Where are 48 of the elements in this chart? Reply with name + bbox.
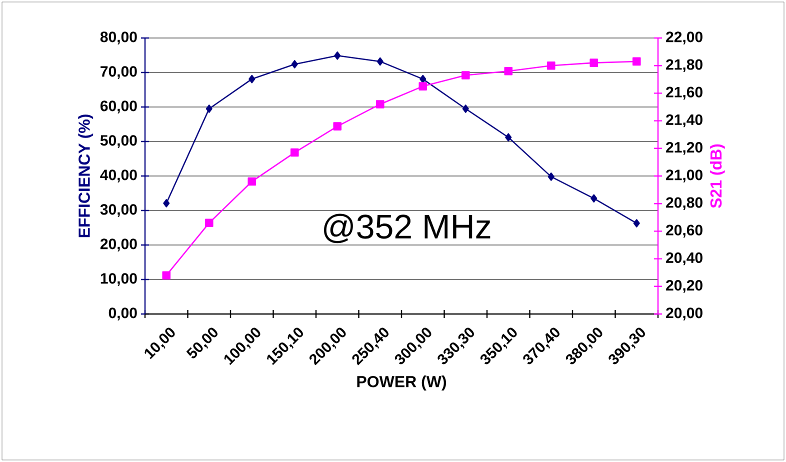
annotation: @352 MHz xyxy=(324,214,490,244)
y-tick-label: 30,00 xyxy=(100,204,137,217)
y2-tick-label: 20,00 xyxy=(666,308,702,320)
point xyxy=(632,57,641,66)
y2-tick-label: 21,60 xyxy=(666,86,702,100)
point xyxy=(548,172,554,181)
y-tick-label: 50,00 xyxy=(100,135,137,148)
point xyxy=(462,104,469,113)
point xyxy=(334,51,341,60)
point xyxy=(546,61,556,70)
point xyxy=(290,148,299,157)
y2-tick-label: 22,00 xyxy=(666,32,702,44)
point xyxy=(590,194,598,203)
y2-tick-label: 21,00 xyxy=(666,170,702,182)
point xyxy=(505,133,512,142)
point xyxy=(333,122,342,130)
y2-tick-label: 20,80 xyxy=(666,197,702,210)
x-axis-title: POWER (W) xyxy=(357,376,446,390)
y2-tick-label: 21,40 xyxy=(666,114,702,128)
point xyxy=(420,74,426,84)
point xyxy=(376,57,384,66)
y-tick-label: 40,00 xyxy=(100,170,137,182)
point xyxy=(376,100,384,108)
point xyxy=(291,60,298,68)
y2-axis-title: S21 (dB) xyxy=(710,144,725,208)
point xyxy=(162,271,171,280)
y2-tick-label: 21,20 xyxy=(666,142,702,155)
point xyxy=(163,199,170,208)
y2-tick-label: 20,60 xyxy=(666,224,702,238)
point xyxy=(633,219,640,228)
y-tick-label: 70,00 xyxy=(100,66,137,79)
point xyxy=(504,66,513,76)
y2-tick-label: 21,80 xyxy=(666,59,702,72)
y-tick-label: 10,00 xyxy=(100,273,137,286)
point xyxy=(418,82,428,90)
point xyxy=(248,74,256,84)
y2-tick-label: 20,40 xyxy=(666,252,702,266)
point xyxy=(248,177,256,186)
y-tick-label: 60,00 xyxy=(100,100,137,114)
point xyxy=(204,218,214,228)
point xyxy=(206,104,212,113)
y-axis-title: EFFICIENCY (%) xyxy=(78,114,94,238)
y-tick-label: 20,00 xyxy=(100,238,137,252)
point xyxy=(590,58,598,67)
y-tick-label: 0,00 xyxy=(108,308,137,320)
y-tick-label: 80,00 xyxy=(100,32,137,44)
y2-tick-label: 20,20 xyxy=(666,280,702,293)
point xyxy=(461,71,470,80)
